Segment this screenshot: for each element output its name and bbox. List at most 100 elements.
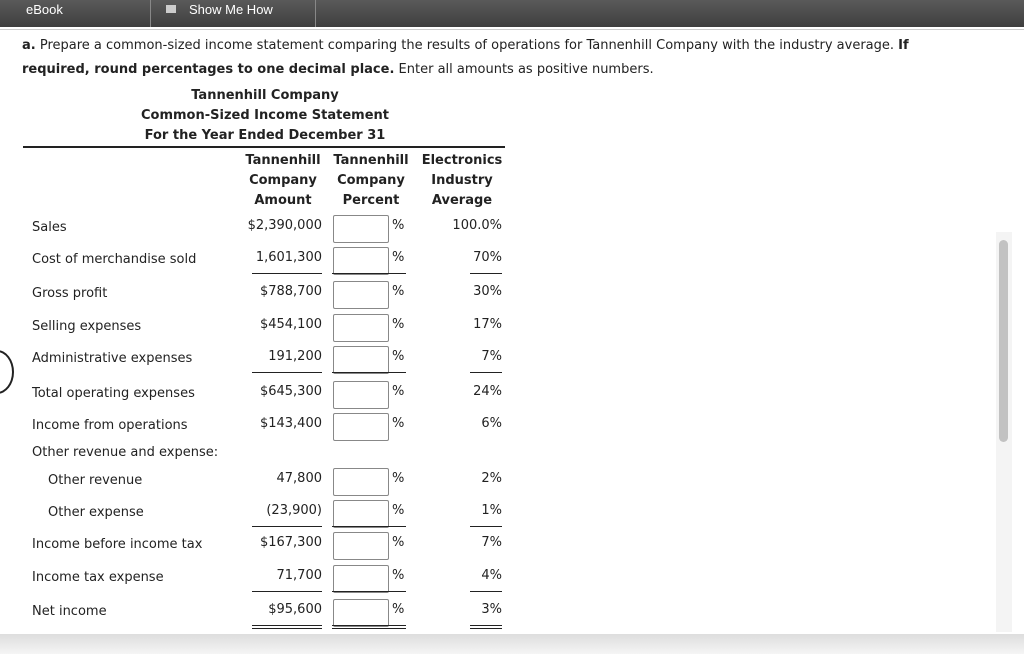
bottom-bar: [0, 634, 1024, 654]
row-label: Sales: [32, 220, 67, 235]
top-bar: eBook Show Me How: [0, 0, 1024, 27]
heading-rule: [23, 146, 505, 148]
divider: [0, 29, 1024, 30]
input-box[interactable]: [333, 247, 389, 275]
row-label: Gross profit: [32, 286, 108, 301]
underline: [252, 526, 322, 527]
underline: [332, 273, 406, 274]
input-box[interactable]: [333, 532, 389, 560]
industry-average: 3%: [481, 602, 502, 617]
input-box[interactable]: [333, 565, 389, 593]
underline: [332, 526, 406, 527]
row-label: Total operating expenses: [32, 386, 195, 401]
input-box[interactable]: [333, 500, 389, 528]
amount: $788,700: [259, 284, 322, 299]
percent-sign: %: [392, 568, 405, 583]
percent-sign: %: [392, 317, 405, 332]
row-label: Administrative expenses: [32, 351, 193, 366]
input-box[interactable]: [333, 599, 389, 627]
input-box[interactable]: [333, 413, 389, 441]
input-box[interactable]: [333, 314, 389, 342]
amount: 191,200: [268, 349, 322, 364]
statement-period: For the Year Ended December 31: [144, 128, 386, 143]
percent-sign: %: [392, 250, 405, 265]
row-label: Income before income tax: [32, 537, 203, 552]
input-box[interactable]: [333, 381, 389, 409]
underline: [332, 625, 406, 629]
instructions: a. Prepare a common-sized income stateme…: [22, 34, 962, 82]
industry-average: 100.0%: [452, 218, 502, 233]
amount: $143,400: [259, 416, 322, 431]
percent-sign: %: [392, 218, 405, 233]
percent-sign: %: [392, 503, 405, 518]
ebook-tab[interactable]: eBook: [0, 0, 151, 27]
underline: [252, 273, 322, 274]
underline: [332, 591, 406, 592]
amount: (23,900): [266, 503, 322, 518]
amount: 1,601,300: [255, 250, 322, 265]
row-label: Cost of merchandise sold: [32, 252, 197, 267]
industry-average: 7%: [481, 535, 502, 550]
instruction-tail: Enter all amounts as positive numbers.: [398, 62, 654, 77]
scroll-thumb[interactable]: [999, 240, 1008, 442]
industry-average: 17%: [473, 317, 502, 332]
part-label: a.: [22, 38, 36, 53]
percent-sign: %: [392, 284, 405, 299]
column-header: Average: [431, 193, 493, 208]
show-me-how-tab[interactable]: Show Me How: [151, 0, 316, 27]
row-label: Income from operations: [32, 418, 188, 433]
amount: $2,390,000: [247, 218, 322, 233]
industry-average: 30%: [473, 284, 502, 299]
row-label: Other expense: [48, 505, 144, 520]
industry-average: 1%: [481, 503, 502, 518]
industry-average: 24%: [473, 384, 502, 399]
input-box[interactable]: [333, 281, 389, 309]
input-box[interactable]: [333, 215, 389, 243]
underline: [332, 372, 406, 373]
percent-sign: %: [392, 349, 405, 364]
column-header: Percent: [342, 193, 400, 208]
row-label: Net income: [32, 604, 107, 619]
percent-sign: %: [392, 535, 405, 550]
underline: [470, 591, 502, 592]
company-name: Tannenhill Company: [191, 88, 339, 103]
percent-sign: %: [392, 384, 405, 399]
instruction-bold: If required, round percentages to one de…: [22, 38, 909, 77]
input-box[interactable]: [333, 346, 389, 374]
industry-average: 2%: [481, 471, 502, 486]
column-header: Company: [249, 173, 317, 188]
video-icon: [166, 5, 176, 13]
statement-title: Common-Sized Income Statement: [140, 108, 389, 123]
instruction-text: Prepare a common-sized income statement …: [39, 38, 895, 53]
input-box[interactable]: [333, 468, 389, 496]
amount: $454,100: [259, 317, 322, 332]
underline: [470, 372, 502, 373]
underline: [252, 591, 322, 592]
column-header: Company: [337, 173, 405, 188]
row-label: Selling expenses: [32, 319, 142, 334]
underline: [470, 526, 502, 527]
industry-average: 7%: [481, 349, 502, 364]
percent-sign: %: [392, 471, 405, 486]
amount: 71,700: [276, 568, 323, 583]
column-header: Electronics: [421, 153, 503, 168]
row-label: Other revenue and expense:: [32, 445, 219, 460]
amount: $645,300: [259, 384, 322, 399]
column-header: Tannenhill: [333, 153, 409, 168]
industry-average: 6%: [481, 416, 502, 431]
amount: $95,600: [268, 602, 322, 617]
industry-average: 70%: [473, 250, 502, 265]
underline: [470, 625, 502, 629]
row-label: Other revenue: [48, 473, 143, 488]
column-header: Tannenhill: [245, 153, 321, 168]
percent-sign: %: [392, 416, 405, 431]
column-header: Amount: [254, 193, 312, 208]
underline: [470, 273, 502, 274]
underline: [252, 625, 322, 629]
side-handle[interactable]: [0, 350, 14, 394]
industry-average: 4%: [481, 568, 502, 583]
column-header: Industry: [431, 173, 493, 188]
amount: 47,800: [276, 471, 323, 486]
row-label: Income tax expense: [32, 570, 164, 585]
